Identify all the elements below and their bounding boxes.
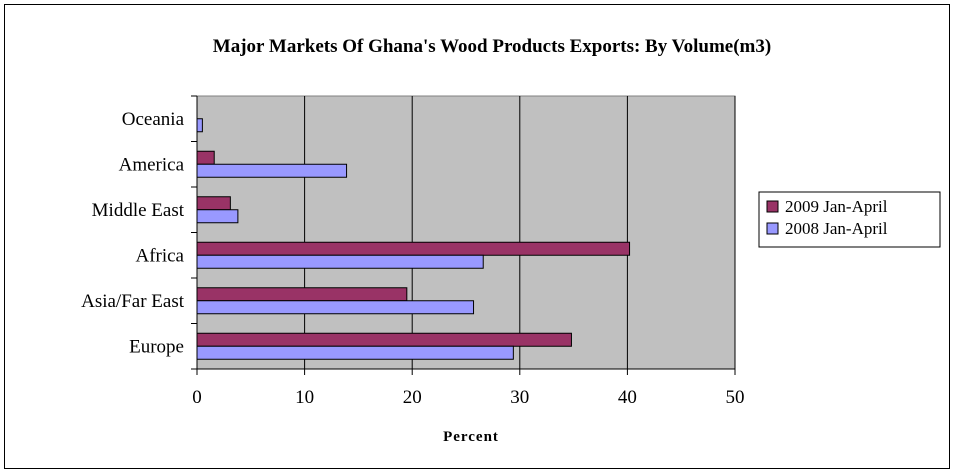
chart-title: Major Markets Of Ghana's Wood Products E… (213, 36, 771, 57)
bar-series-1 (196, 241, 631, 256)
bar-series-2 (196, 345, 514, 360)
legend-label: 2008 Jan-April (785, 219, 888, 238)
legend-box (758, 191, 941, 248)
bar-series-2 (196, 209, 239, 224)
category-label: Oceania (122, 109, 185, 130)
bar-series-1 (196, 332, 572, 347)
legend-swatch (766, 200, 779, 213)
x-tick-label: 10 (295, 387, 314, 408)
bar-series-1 (196, 287, 408, 302)
x-axis: 0 10 20 30 40 50 (192, 368, 745, 408)
bar-series-2 (196, 254, 484, 269)
bar-series-2 (196, 163, 348, 178)
bar-series-2 (196, 300, 475, 315)
category-label: Africa (135, 245, 184, 266)
x-axis-title: Percent (443, 429, 499, 445)
x-tick-label: 40 (618, 387, 637, 408)
category-label: Middle East (92, 200, 185, 221)
category-label: Asia/Far East (81, 291, 185, 312)
bars (196, 118, 631, 360)
bar-series-1 (196, 150, 215, 165)
legend-swatch (766, 222, 779, 235)
category-label: Europe (129, 336, 184, 357)
x-tick-label: 50 (726, 387, 745, 408)
category-label: America (119, 154, 185, 175)
x-tick-label: 20 (403, 387, 422, 408)
chart-frame: Major Markets Of Ghana's Wood Products E… (4, 4, 950, 469)
legend: 2009 Jan-April 2008 Jan-April (758, 191, 941, 248)
bar-chart: Major Markets Of Ghana's Wood Products E… (81, 36, 941, 445)
bar-series-2 (196, 118, 203, 133)
x-tick-label: 30 (510, 387, 529, 408)
plot-background (196, 95, 736, 370)
plot-area (196, 95, 736, 370)
bar-series-1 (196, 196, 231, 211)
x-tick-label: 0 (192, 387, 202, 408)
legend-label: 2009 Jan-April (785, 197, 888, 216)
y-axis: Oceania America Middle East Africa Asia/Far … (81, 95, 198, 370)
